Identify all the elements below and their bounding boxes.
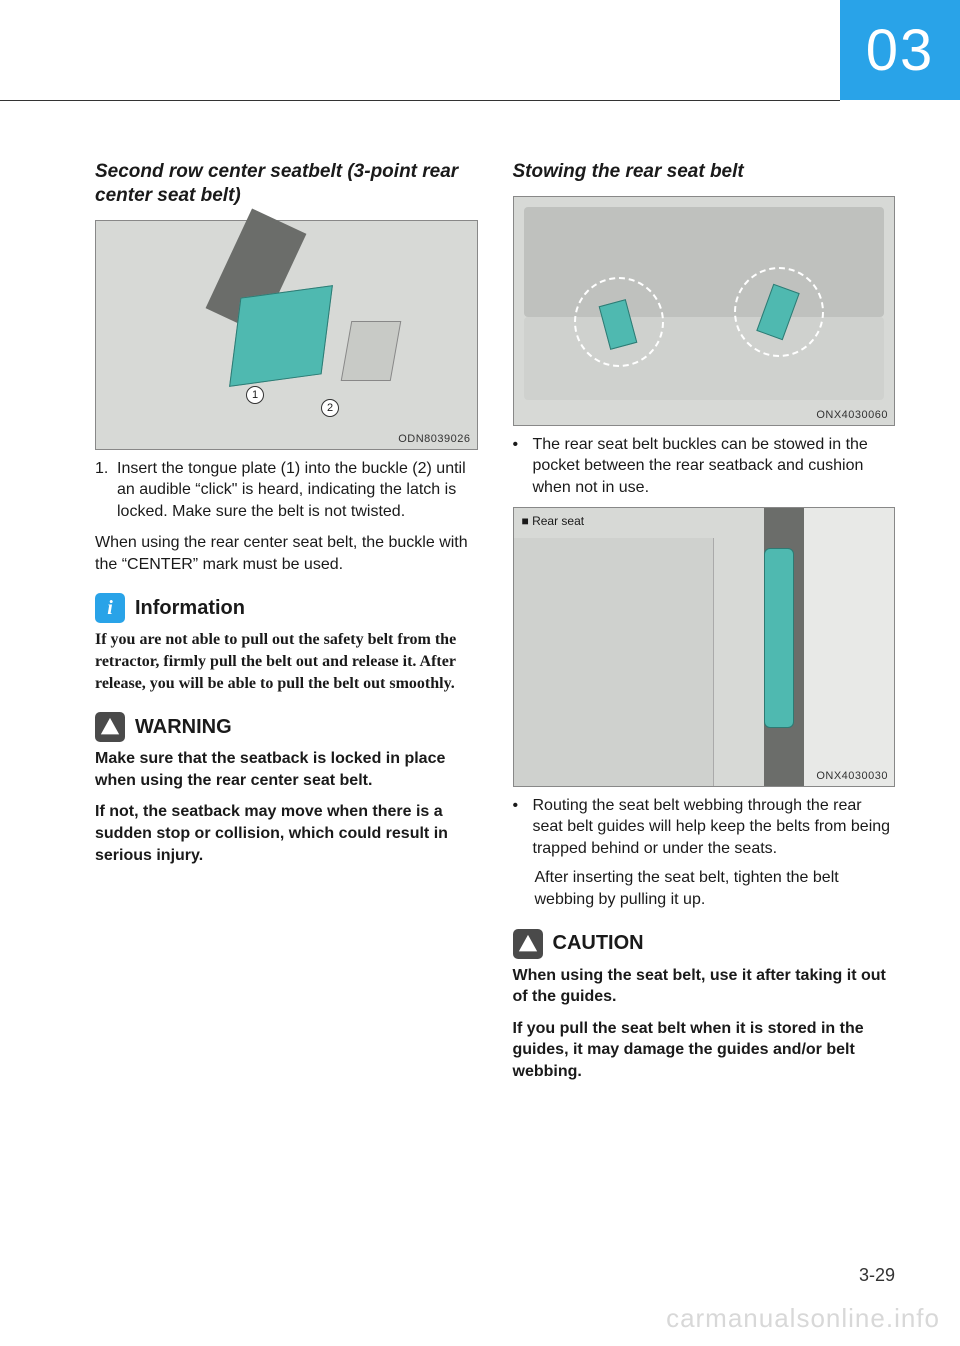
bullet-text: The rear seat belt buckles can be stowed…: [533, 434, 896, 499]
callout-badge-1: 1: [246, 386, 264, 404]
buckle-receiver-graphic: [341, 321, 402, 381]
caution-heading: CAUTION: [513, 929, 896, 959]
page-content: Second row center seatbelt (3-point rear…: [95, 160, 895, 1092]
step-text: Insert the tongue plate (1) into the buc…: [117, 458, 478, 523]
bullet-item: • The rear seat belt buckles can be stow…: [513, 434, 896, 499]
callout-badge-2: 2: [321, 399, 339, 417]
figure-rear-seat-guide: ■ Rear seat ONX4030030: [513, 507, 896, 787]
caution-text: When using the seat belt, use it after t…: [513, 965, 896, 1008]
body-paragraph: After inserting the seat belt, tighten t…: [513, 867, 896, 910]
caution-icon: [513, 929, 543, 959]
left-heading: Second row center seatbelt (3-point rear…: [95, 160, 478, 208]
right-heading: Stowing the rear seat belt: [513, 160, 896, 184]
chapter-tab: 03: [840, 0, 960, 100]
information-heading: i Information: [95, 593, 478, 623]
body-paragraph: When using the rear center seat belt, th…: [95, 532, 478, 575]
figure-code: ONX4030060: [816, 409, 888, 421]
step-number: 1.: [95, 458, 117, 523]
figure-seatbelt-buckle: 1 2 ODN8039026: [95, 220, 478, 450]
bullet-dot: •: [513, 434, 533, 499]
bullet-list: • The rear seat belt buckles can be stow…: [513, 434, 896, 499]
right-column: Stowing the rear seat belt ONX4030060 • …: [513, 160, 896, 1092]
figure-stowing-buckles: ONX4030060: [513, 196, 896, 426]
watermark: carmanualsonline.info: [666, 1303, 940, 1334]
car-body-graphic: [804, 508, 894, 786]
seat-side-graphic: [514, 538, 714, 786]
bullet-list: • Routing the seat belt webbing through …: [513, 795, 896, 860]
warning-icon: [95, 712, 125, 742]
instruction-item: 1. Insert the tongue plate (1) into the …: [95, 458, 478, 523]
bullet-dot: •: [513, 795, 533, 860]
buckle-graphic: [229, 285, 333, 387]
info-icon: i: [95, 593, 125, 623]
seatback-graphic: [524, 207, 885, 317]
caution-text: If you pull the seat belt when it is sto…: [513, 1018, 896, 1083]
info-text: If you are not able to pull out the safe…: [95, 629, 478, 694]
warning-text: Make sure that the seatback is locked in…: [95, 748, 478, 791]
bullet-text: Routing the seat belt webbing through th…: [533, 795, 896, 860]
header-divider: [0, 100, 840, 101]
warning-heading: WARNING: [95, 712, 478, 742]
warning-text: If not, the seatback may move when there…: [95, 801, 478, 866]
figure-code: ODN8039026: [398, 433, 470, 445]
caution-title: CAUTION: [553, 932, 644, 955]
info-title: Information: [135, 597, 245, 620]
instruction-list: 1. Insert the tongue plate (1) into the …: [95, 458, 478, 523]
left-column: Second row center seatbelt (3-point rear…: [95, 160, 478, 1092]
page-number: 3-29: [859, 1265, 895, 1286]
belt-guide-graphic: [764, 548, 794, 728]
figure-code: ONX4030030: [816, 770, 888, 782]
figure-label: ■ Rear seat: [522, 514, 585, 528]
warning-title: WARNING: [135, 716, 232, 739]
bullet-item: • Routing the seat belt webbing through …: [513, 795, 896, 860]
